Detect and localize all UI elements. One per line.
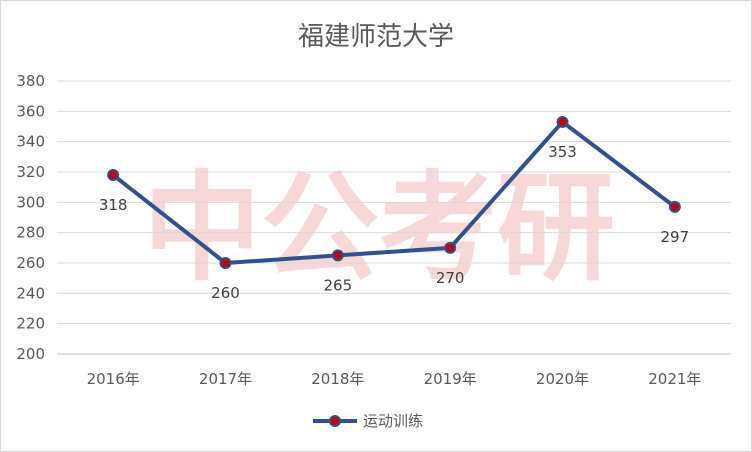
data-point: [444, 241, 457, 254]
x-axis-ticks: 2016年 2017年 2018年 2019年 2020年 2021年: [87, 370, 702, 388]
y-tick-label: 200: [16, 345, 45, 363]
data-label: 318: [99, 196, 128, 214]
chart-title: 福建师范大学: [298, 22, 454, 52]
legend[interactable]: 运动训练: [313, 412, 423, 430]
data-point: [556, 115, 569, 128]
y-tick-label: 260: [16, 254, 45, 272]
data-label: 270: [436, 269, 465, 287]
x-tick-label: 2018年: [311, 370, 364, 388]
y-tick-label: 300: [16, 193, 45, 211]
legend-label: 运动训练: [363, 412, 423, 430]
y-tick-label: 280: [16, 224, 45, 242]
data-point: [219, 257, 232, 269]
series-line: [111, 119, 677, 265]
watermark: 中公考研: [143, 159, 615, 297]
legend-marker: [329, 415, 341, 427]
x-tick-label: 2019年: [424, 370, 477, 388]
data-label: 265: [324, 276, 353, 294]
data-label: 260: [211, 284, 240, 302]
y-tick-label: 360: [16, 102, 45, 120]
data-point: [668, 200, 681, 213]
y-tick-label: 220: [16, 315, 45, 333]
x-tick-label: 2016年: [87, 370, 140, 388]
gridlines: [57, 80, 731, 355]
data-label: 297: [661, 228, 690, 246]
data-point: [107, 169, 120, 182]
y-tick-label: 380: [16, 72, 45, 90]
y-tick-label: 320: [16, 163, 45, 181]
series-group: 318 260 265 270 353 297: [99, 115, 690, 302]
data-point: [331, 249, 344, 262]
y-tick-label: 240: [16, 284, 45, 302]
x-tick-label: 2021年: [648, 370, 701, 388]
x-tick-label: 2017年: [199, 370, 252, 388]
y-axis-ticks: 200 220 240 260 280 300 320 340 360 380: [16, 72, 45, 363]
x-tick-label: 2020年: [536, 370, 589, 388]
y-tick-label: 340: [16, 133, 45, 151]
data-label: 353: [548, 143, 577, 161]
